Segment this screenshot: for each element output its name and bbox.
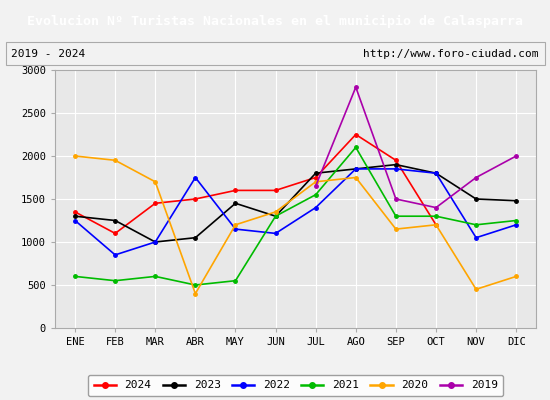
2023 — [72, 214, 78, 218]
2020 — [112, 158, 118, 163]
2021 — [312, 192, 319, 197]
2020 — [473, 287, 480, 292]
2019 — [312, 184, 319, 188]
Line: 2023: 2023 — [73, 163, 518, 244]
2022 — [72, 218, 78, 223]
2021 — [232, 278, 239, 283]
2019 — [353, 85, 359, 90]
2022 — [312, 205, 319, 210]
2023 — [192, 235, 199, 240]
2024 — [152, 201, 158, 206]
2021 — [353, 145, 359, 150]
2019 — [393, 196, 399, 201]
2021 — [433, 214, 439, 218]
2023 — [272, 214, 279, 218]
Line: 2022: 2022 — [73, 167, 518, 257]
2022 — [192, 175, 199, 180]
2020 — [353, 175, 359, 180]
FancyBboxPatch shape — [6, 42, 544, 65]
2020 — [152, 179, 158, 184]
2020 — [433, 222, 439, 227]
2020 — [393, 227, 399, 232]
Line: 2020: 2020 — [73, 154, 518, 295]
2022 — [393, 166, 399, 171]
2021 — [152, 274, 158, 279]
Text: 2019 - 2024: 2019 - 2024 — [11, 49, 85, 59]
2021 — [72, 274, 78, 279]
2024 — [232, 188, 239, 193]
Legend: 2024, 2023, 2022, 2021, 2020, 2019: 2024, 2023, 2022, 2021, 2020, 2019 — [88, 375, 503, 396]
2022 — [353, 166, 359, 171]
2023 — [152, 240, 158, 244]
2022 — [112, 252, 118, 257]
2020 — [513, 274, 520, 279]
2021 — [393, 214, 399, 218]
2023 — [312, 171, 319, 176]
2020 — [232, 222, 239, 227]
2023 — [513, 198, 520, 203]
2022 — [272, 231, 279, 236]
2020 — [72, 154, 78, 158]
2024 — [433, 222, 439, 227]
2021 — [513, 218, 520, 223]
2022 — [473, 235, 480, 240]
2024 — [272, 188, 279, 193]
2021 — [192, 282, 199, 287]
2019 — [473, 175, 480, 180]
Text: Evolucion Nº Turistas Nacionales en el municipio de Calasparra: Evolucion Nº Turistas Nacionales en el m… — [27, 14, 523, 28]
Text: http://www.foro-ciudad.com: http://www.foro-ciudad.com — [364, 49, 539, 59]
2023 — [353, 166, 359, 171]
Line: 2019: 2019 — [314, 86, 518, 209]
2024 — [112, 231, 118, 236]
2024 — [72, 210, 78, 214]
2020 — [192, 291, 199, 296]
2024 — [353, 132, 359, 137]
2022 — [152, 240, 158, 244]
2024 — [393, 158, 399, 163]
2022 — [513, 222, 520, 227]
2022 — [433, 171, 439, 176]
2020 — [312, 179, 319, 184]
2023 — [473, 196, 480, 201]
2019 — [433, 205, 439, 210]
Line: 2024: 2024 — [73, 133, 438, 235]
2019 — [513, 154, 520, 158]
2021 — [112, 278, 118, 283]
2024 — [312, 175, 319, 180]
Line: 2021: 2021 — [73, 146, 518, 287]
2021 — [272, 214, 279, 218]
2022 — [232, 227, 239, 232]
2023 — [393, 162, 399, 167]
2021 — [473, 222, 480, 227]
2020 — [272, 210, 279, 214]
2023 — [232, 201, 239, 206]
2023 — [112, 218, 118, 223]
2023 — [433, 171, 439, 176]
2024 — [192, 196, 199, 201]
